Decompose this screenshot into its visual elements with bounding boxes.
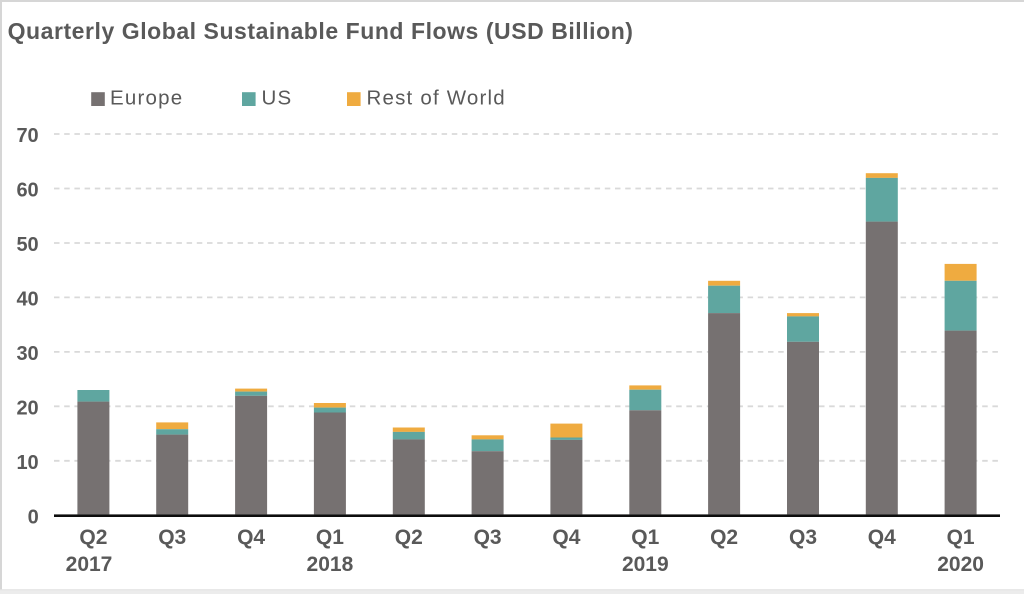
svg-text:Q2: Q2 [395, 526, 423, 549]
svg-text:Europe: Europe [110, 87, 183, 110]
svg-text:10: 10 [16, 452, 38, 474]
svg-text:0: 0 [28, 506, 39, 528]
svg-text:US: US [262, 87, 293, 110]
svg-text:2020: 2020 [937, 553, 984, 576]
svg-text:30: 30 [16, 343, 38, 365]
svg-text:Q1: Q1 [631, 526, 659, 549]
svg-text:20: 20 [16, 397, 38, 419]
svg-text:Q1: Q1 [316, 526, 344, 549]
svg-text:Q3: Q3 [474, 526, 502, 549]
svg-text:60: 60 [16, 180, 38, 202]
svg-text:2018: 2018 [307, 553, 354, 576]
svg-text:40: 40 [16, 288, 38, 310]
svg-text:Q4: Q4 [552, 526, 580, 549]
svg-text:2017: 2017 [66, 553, 113, 576]
svg-text:70: 70 [16, 125, 38, 147]
svg-text:Q3: Q3 [158, 526, 186, 549]
svg-text:Q4: Q4 [237, 526, 265, 549]
svg-text:Q2: Q2 [79, 526, 107, 549]
svg-text:50: 50 [16, 234, 38, 256]
svg-text:Rest of World: Rest of World [367, 87, 506, 110]
svg-text:Quarterly Global Sustainable F: Quarterly Global Sustainable Fund Flows … [8, 18, 634, 44]
svg-text:Q3: Q3 [789, 526, 817, 549]
svg-text:Q2: Q2 [710, 526, 738, 549]
svg-text:Q1: Q1 [947, 526, 975, 549]
svg-text:2019: 2019 [622, 553, 669, 576]
svg-text:Q4: Q4 [868, 526, 896, 549]
